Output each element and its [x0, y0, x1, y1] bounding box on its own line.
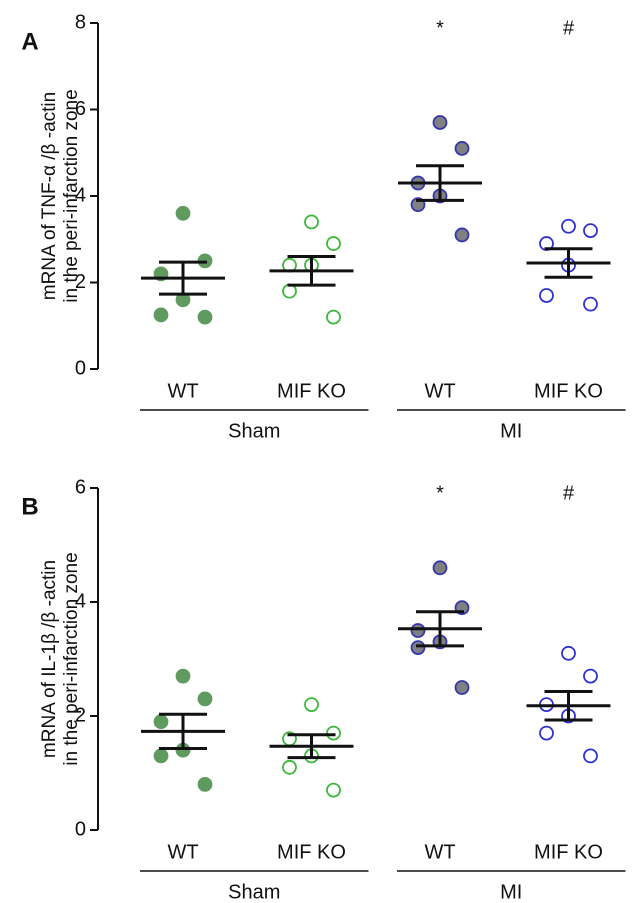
y-tick-label: 4	[75, 590, 86, 612]
x-tick-label: WT	[167, 841, 198, 863]
error-bar	[544, 689, 593, 722]
data-point	[282, 283, 297, 299]
panel-label: A	[21, 28, 38, 55]
data-point	[432, 115, 448, 130]
data-point	[583, 668, 598, 684]
x-tick-label: MIF KO	[534, 841, 603, 863]
data-point	[539, 288, 554, 303]
data-point	[282, 759, 297, 775]
data-point	[410, 640, 426, 655]
significance: *	[436, 482, 444, 504]
y-axis-label: in the peri-infarction zone	[61, 552, 82, 765]
y-tick-label: 6	[75, 98, 86, 120]
error-bar	[287, 255, 336, 287]
data-point	[153, 307, 169, 323]
data-point	[197, 777, 213, 792]
error-bar	[159, 712, 207, 750]
data-point	[583, 748, 598, 764]
error-bar	[159, 260, 207, 296]
y-tick-label: 0	[75, 357, 86, 379]
data-point	[326, 725, 341, 741]
y-tick-label: 2	[75, 271, 86, 293]
y-tick-label: 8	[75, 11, 86, 33]
y-axis-label: mRNA of IL-1β /β -actin	[39, 560, 60, 758]
group-label: Sham	[228, 420, 280, 442]
data-point	[561, 645, 576, 661]
y-tick-label: 0	[75, 818, 86, 840]
error-bar	[544, 247, 593, 279]
error-bar	[287, 733, 336, 760]
x-tick-label: MIF KO	[534, 380, 603, 402]
x-tick-label: MIF KO	[277, 841, 346, 863]
data-point	[175, 668, 191, 684]
data-point	[197, 309, 213, 325]
data-point	[410, 623, 426, 638]
error-bar	[416, 164, 464, 202]
data-point	[539, 725, 554, 741]
data-point	[326, 309, 341, 325]
data-point	[454, 227, 470, 243]
data-point	[561, 218, 576, 234]
y-tick-label: 4	[75, 184, 86, 206]
group-label: MI	[500, 881, 522, 903]
error-bar	[416, 610, 464, 648]
x-tick-label: WT	[424, 380, 455, 402]
significance: #	[563, 17, 575, 39]
significance: *	[436, 17, 444, 39]
data-point	[153, 748, 169, 764]
x-tick-label: WT	[424, 841, 455, 863]
x-tick-label: MIF KO	[277, 380, 346, 402]
data-point	[454, 680, 470, 695]
data-point	[583, 223, 598, 239]
data-point	[175, 205, 191, 221]
data-point	[432, 560, 448, 576]
data-point	[304, 697, 319, 712]
data-point	[583, 296, 598, 312]
x-tick-label: WT	[167, 380, 198, 402]
y-tick-label: 2	[75, 704, 86, 726]
y-tick-label: 6	[75, 476, 86, 498]
significance: #	[563, 482, 575, 504]
group-label: MI	[500, 420, 522, 442]
data-point	[197, 691, 213, 707]
data-point	[153, 714, 169, 730]
panel-label: B	[21, 493, 38, 520]
group-label: Sham	[228, 881, 280, 903]
data-point	[304, 214, 319, 230]
data-point	[454, 141, 470, 156]
y-axis-label: in the peri-infarction zone	[61, 89, 82, 302]
data-point	[326, 236, 341, 251]
y-axis-label: mRNA of TNF-α /β -actin	[39, 92, 60, 300]
data-point	[326, 782, 341, 798]
